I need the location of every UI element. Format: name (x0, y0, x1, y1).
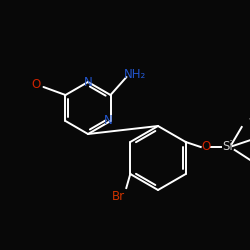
Text: O: O (201, 140, 210, 153)
Text: NH₂: NH₂ (124, 68, 146, 82)
Text: N: N (84, 76, 92, 88)
Text: O: O (32, 78, 41, 90)
Text: Si: Si (222, 140, 233, 153)
Text: Br: Br (112, 190, 125, 202)
Text: N: N (104, 114, 113, 128)
